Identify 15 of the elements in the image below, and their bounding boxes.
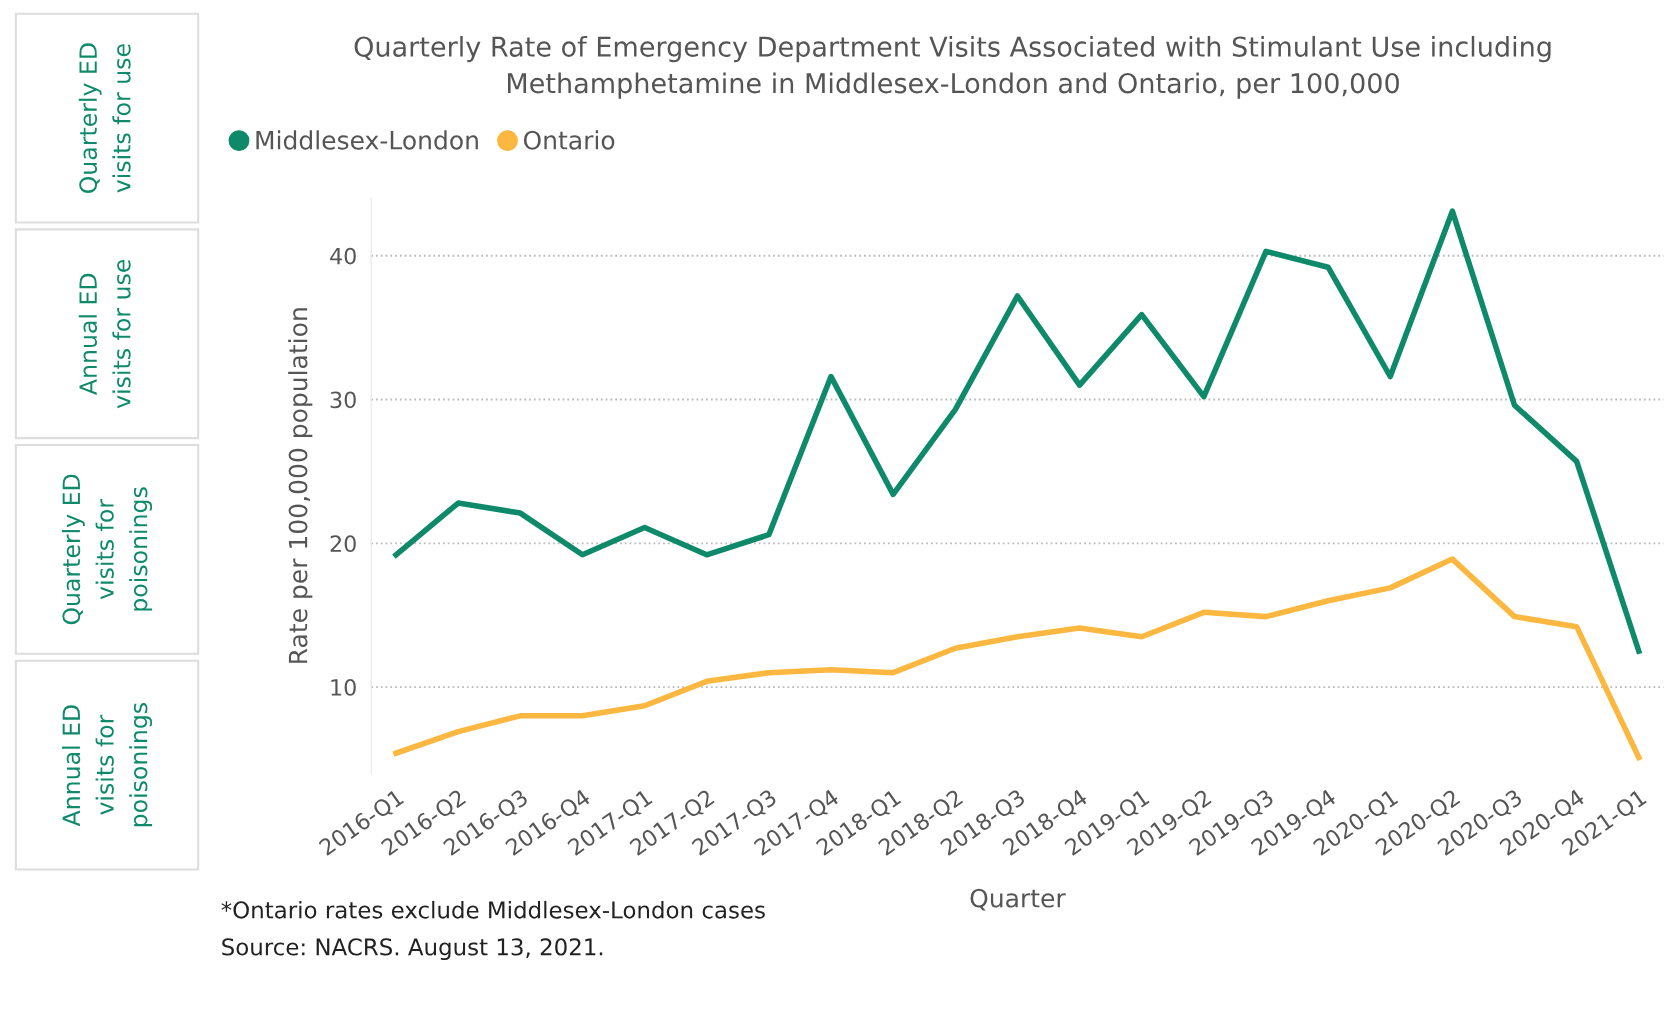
chart-title: Quarterly Rate of Emergency Department Visits Associated with Stimulant Use including Methamphetamine in Middlesex-London and Ontario, per 100,000 <box>354 35 1551 99</box>
text: Quarterly ED visits for poisonings <box>61 474 153 625</box>
x-axis-title: Quarter <box>970 888 1066 911</box>
text: *Ontario rates exclude Middlesex-London cases <box>221 900 765 919</box>
text: Annual ED visits for poisonings <box>61 703 153 827</box>
y-tick-label: 40 <box>330 247 356 265</box>
y-tick-label: 20 <box>330 535 356 553</box>
y-tick-label: 10 <box>331 679 356 696</box>
y-tick-label: 30 <box>330 391 356 409</box>
legend-label: Middlesex-London <box>256 130 478 150</box>
text: Annual ED visits for use <box>78 259 131 409</box>
y-axis-title: Rate per 100,000 population <box>288 308 313 663</box>
text: Quarterly ED visits for use <box>78 43 131 193</box>
source-note: Source: NACRS. August 13, 2021. <box>222 938 603 961</box>
legend-label: Ontario <box>523 130 615 150</box>
